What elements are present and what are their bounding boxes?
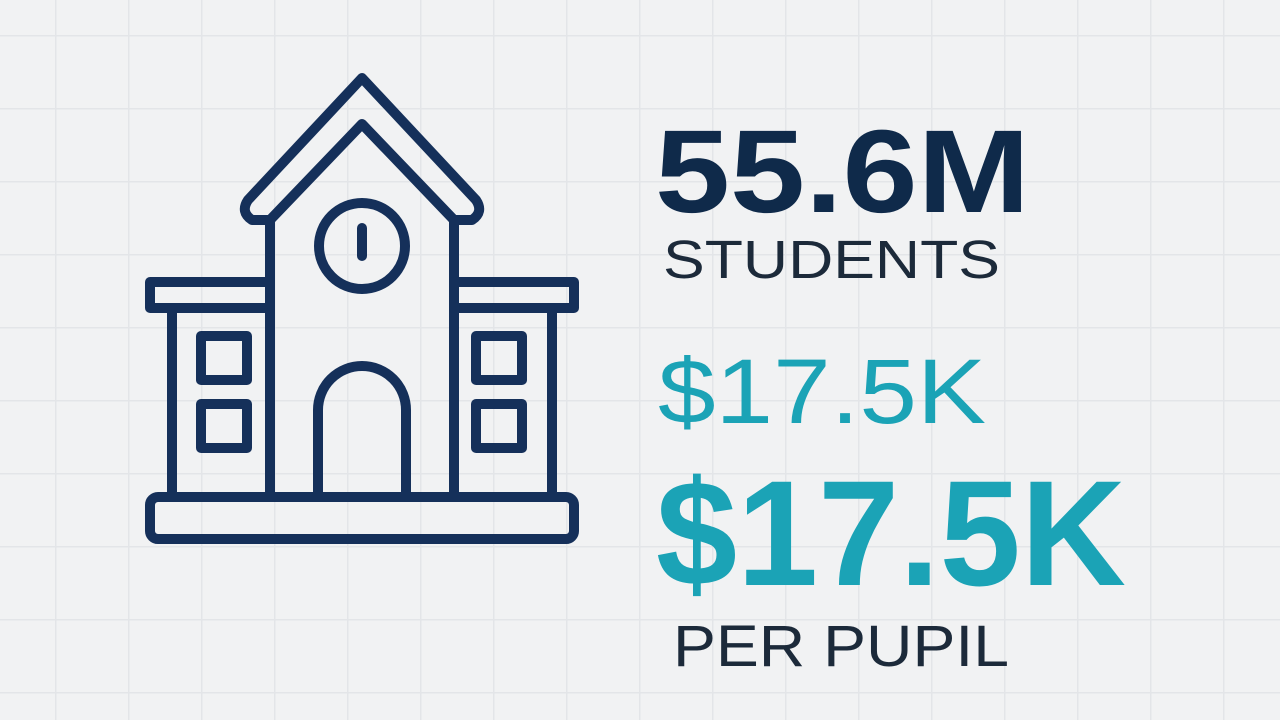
school-icon	[145, 73, 579, 544]
stat-value: 55.6M	[655, 106, 1030, 238]
stat-value: $17.5K	[656, 449, 1126, 617]
stat-label: PER PUPIL	[673, 614, 1009, 679]
stat-label: STUDENTS	[663, 230, 1000, 290]
stat-value: $17.5K	[658, 341, 986, 443]
